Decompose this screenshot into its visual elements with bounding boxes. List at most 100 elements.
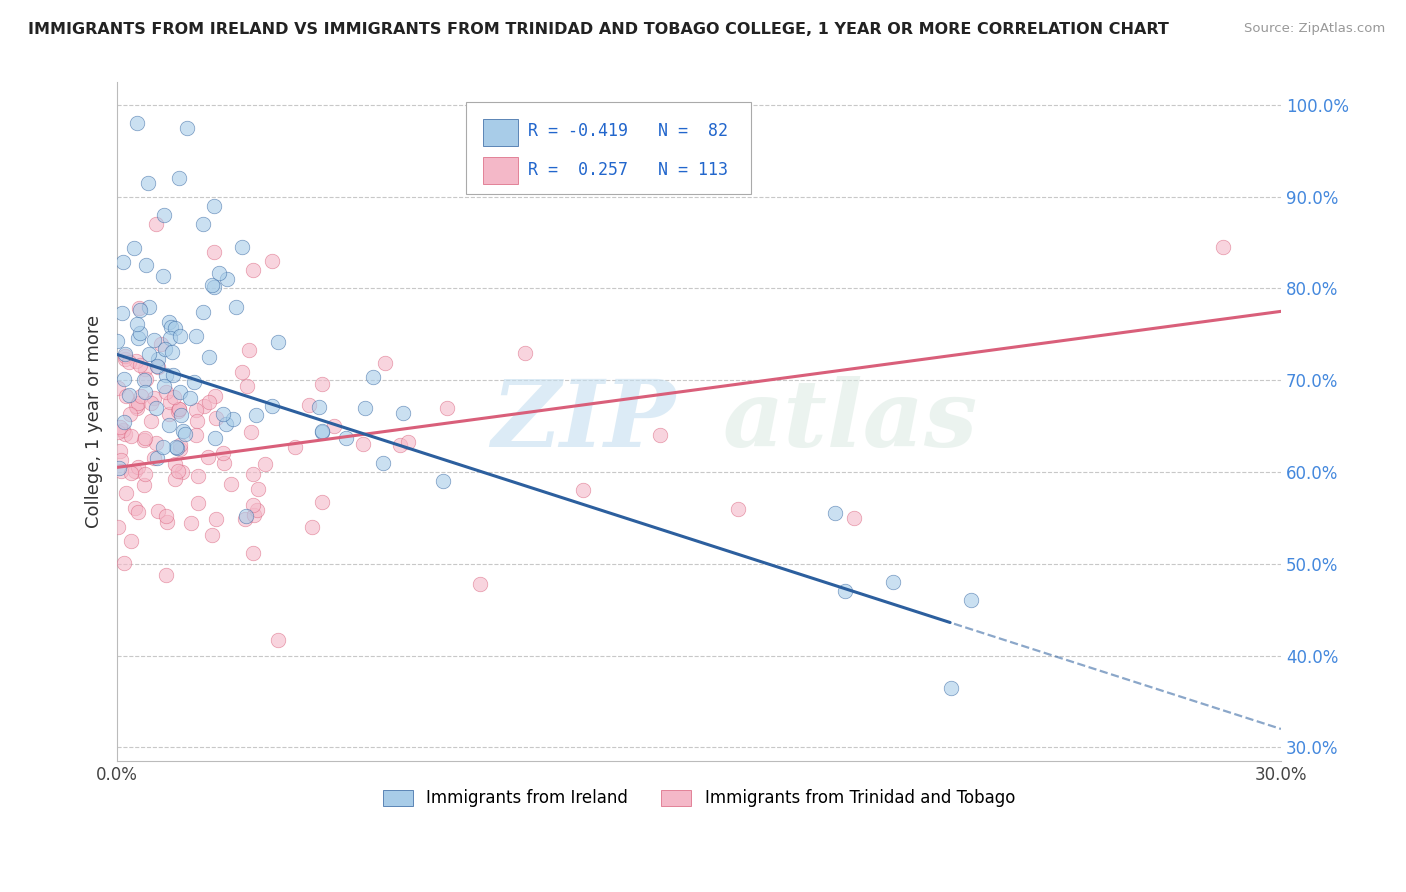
Point — [120, 407, 142, 421]
Point — [134, 362, 156, 376]
Point — [202, 244, 225, 259]
Point — [323, 419, 346, 434]
Point — [108, 460, 131, 475]
Point — [125, 401, 148, 415]
Point — [186, 402, 208, 417]
Point — [110, 419, 132, 434]
Text: ZIP: ZIP — [492, 376, 676, 467]
Point — [238, 343, 260, 358]
Point — [200, 277, 222, 292]
Point — [155, 384, 177, 399]
Point — [110, 453, 132, 467]
Text: Source: ZipAtlas.com: Source: ZipAtlas.com — [1244, 22, 1385, 36]
Point — [468, 576, 491, 591]
Text: IMMIGRANTS FROM IRELAND VS IMMIGRANTS FROM TRINIDAD AND TOBAGO COLLEGE, 1 YEAR O: IMMIGRANTS FROM IRELAND VS IMMIGRANTS FR… — [28, 22, 1168, 37]
Point — [204, 431, 226, 445]
Point — [301, 520, 323, 534]
Point — [162, 390, 184, 404]
Point — [145, 217, 167, 231]
Point — [191, 305, 214, 319]
Point — [157, 417, 180, 432]
Point — [221, 412, 243, 426]
Point — [120, 429, 142, 443]
Point — [311, 495, 333, 509]
Point — [187, 468, 209, 483]
Point — [197, 450, 219, 464]
Point — [127, 460, 149, 475]
Point — [167, 401, 190, 416]
Point — [197, 350, 219, 364]
Point — [132, 434, 155, 448]
Point — [233, 512, 256, 526]
Point — [184, 328, 207, 343]
Point — [335, 431, 357, 445]
Point — [141, 414, 163, 428]
Point — [112, 415, 135, 429]
Point — [112, 423, 135, 437]
Point — [143, 334, 166, 348]
Point — [166, 404, 188, 418]
Point — [160, 344, 183, 359]
Point — [153, 342, 176, 356]
Point — [135, 258, 157, 272]
Point — [125, 116, 148, 130]
Point — [134, 467, 156, 481]
Point — [215, 271, 238, 285]
Point — [396, 434, 419, 449]
Point — [353, 401, 375, 416]
Point — [392, 406, 415, 420]
Point — [262, 253, 284, 268]
Point — [143, 391, 166, 405]
Point — [242, 508, 264, 522]
Point — [186, 496, 208, 510]
Point — [152, 440, 174, 454]
Point — [571, 483, 593, 498]
Point — [155, 568, 177, 582]
Point — [231, 240, 253, 254]
Point — [129, 389, 152, 403]
Point — [110, 463, 132, 477]
Point — [191, 217, 214, 231]
Legend: Immigrants from Ireland, Immigrants from Trinidad and Tobago: Immigrants from Ireland, Immigrants from… — [377, 782, 1022, 814]
Point — [127, 331, 149, 345]
Point — [242, 546, 264, 560]
Point — [111, 306, 134, 320]
Point — [650, 428, 672, 442]
Point — [284, 440, 307, 454]
Point — [135, 372, 157, 386]
Point — [155, 508, 177, 523]
Point — [157, 315, 180, 329]
Point — [122, 241, 145, 255]
Point — [198, 395, 221, 409]
Text: atlas: atlas — [723, 376, 977, 467]
Point — [114, 352, 136, 367]
Point — [114, 349, 136, 363]
Point — [125, 317, 148, 331]
Point — [169, 329, 191, 343]
Point — [150, 337, 173, 351]
Point — [727, 501, 749, 516]
Point — [432, 475, 454, 489]
Point — [176, 120, 198, 135]
Point — [214, 417, 236, 431]
Point — [1212, 240, 1234, 254]
Point — [128, 301, 150, 315]
FancyBboxPatch shape — [482, 119, 517, 145]
Point — [204, 512, 226, 526]
Text: R =  0.257   N = 113: R = 0.257 N = 113 — [529, 161, 728, 179]
Point — [172, 424, 194, 438]
Point — [108, 443, 131, 458]
Point — [148, 360, 170, 375]
Point — [184, 428, 207, 442]
Point — [254, 457, 277, 471]
Point — [107, 381, 129, 395]
Point — [114, 389, 136, 403]
Point — [107, 520, 129, 534]
Point — [132, 478, 155, 492]
Point — [374, 356, 396, 370]
Point — [134, 431, 156, 445]
Point — [155, 368, 177, 382]
Point — [120, 534, 142, 549]
Point — [242, 467, 264, 481]
Point — [352, 437, 374, 451]
